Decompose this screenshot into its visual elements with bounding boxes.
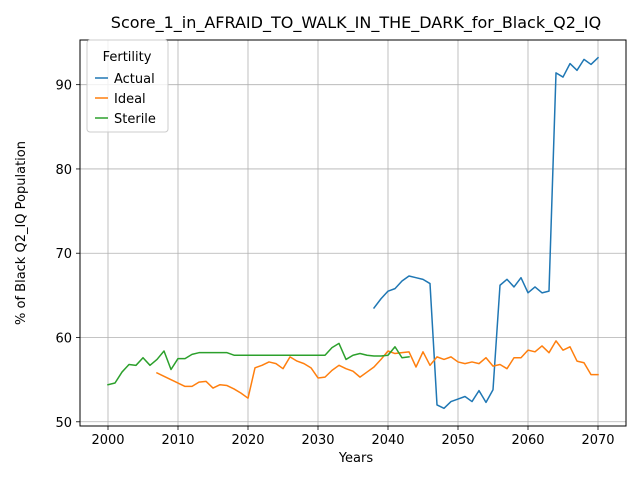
y-tick-label: 60 [55, 332, 72, 347]
legend-label-actual: Actual [114, 72, 155, 87]
legend-label-ideal: Ideal [114, 92, 146, 107]
series-layer [107, 56, 600, 410]
series-line-actual [372, 56, 600, 410]
x-tick-label: 2010 [161, 433, 194, 448]
series-line-sterile [107, 342, 410, 386]
x-axis: 2000 2010 2020 2030 2040 2050 2060 2070 [91, 426, 615, 448]
y-tick-label: 90 [55, 79, 72, 94]
x-tick-label: 2020 [231, 433, 264, 448]
y-axis: 50 60 70 80 90 [55, 79, 80, 431]
x-tick-label: 2050 [441, 433, 474, 448]
legend-title: Fertility [103, 50, 152, 65]
chart-title: Score_1_in_AFRAID_TO_WALK_IN_THE_DARK_fo… [111, 13, 601, 33]
legend-label-sterile: Sterile [114, 112, 156, 127]
y-tick-label: 70 [55, 247, 72, 262]
x-tick-label: 2040 [371, 433, 404, 448]
legend-box [86, 39, 169, 133]
legend: Fertility Actual Ideal Sterile [86, 39, 169, 133]
x-tick-label: 2030 [301, 433, 334, 448]
y-tick-label: 50 [55, 416, 72, 431]
x-tick-label: 2070 [581, 433, 614, 448]
y-axis-label: % of Black Q2_IQ Population [14, 141, 29, 325]
legend-entries: Actual Ideal Sterile [95, 72, 156, 127]
x-tick-label: 2000 [91, 433, 124, 448]
y-tick-label: 80 [55, 163, 72, 178]
axes-frame [79, 39, 627, 427]
x-tick-label: 2060 [511, 433, 544, 448]
x-axis-label: Years [338, 451, 374, 466]
grid-lines [80, 40, 626, 426]
series-line-ideal [155, 340, 599, 399]
